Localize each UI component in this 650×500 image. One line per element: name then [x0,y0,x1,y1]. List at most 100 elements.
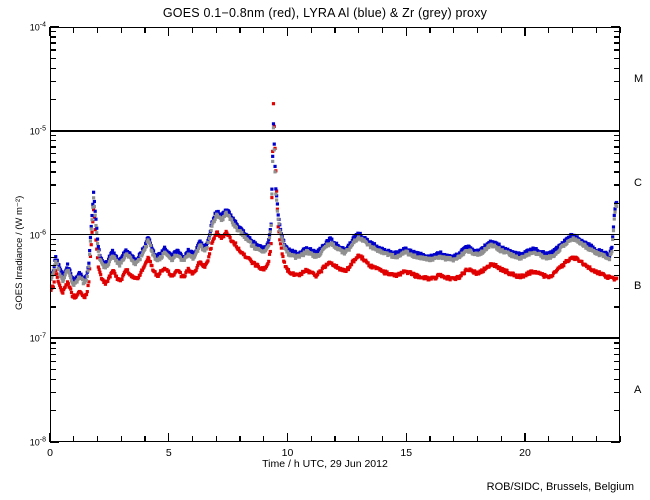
gridline [50,233,620,236]
y-minor-tick [50,238,56,240]
y-tick-label: 10-7 [29,332,46,344]
y-minor-tick [50,256,56,259]
x-minor-tick [381,436,384,442]
y-minor-tick [50,80,56,82]
x-minor-tick-top [239,27,241,33]
y-minor-tick-right [614,342,620,344]
y-tick-label: 10-4 [29,21,46,33]
y-minor-tick-right [614,275,620,277]
x-minor-tick [429,436,431,442]
y-minor-tick-right [614,378,620,381]
y-minor-tick [50,353,56,355]
x-minor-tick [358,436,360,442]
y-minor-tick [50,347,56,349]
y-minor-tick-right [614,140,620,142]
x-tick-label: 20 [519,447,531,459]
x-minor-tick-top [96,27,99,33]
x-major-tick-top [405,27,407,36]
x-minor-tick-top [358,27,360,33]
x-tick-label: 5 [165,447,172,459]
x-minor-tick [619,436,621,442]
y-minor-tick [50,368,56,371]
x-minor-tick [120,436,122,442]
x-major-tick-top [524,27,526,36]
y-minor-tick [50,288,56,290]
y-minor-tick [50,42,56,44]
y-minor-tick-right [614,184,620,186]
y-minor-tick-right [614,265,620,267]
x-minor-tick [595,436,597,442]
y-major-tick [50,130,59,132]
y-minor-tick [50,275,56,277]
x-tick-label: 0 [47,447,53,459]
y-major-tick-right [611,26,620,28]
x-minor-tick-top [500,27,502,33]
y-minor-tick-right [614,36,620,38]
y-minor-tick-right [614,57,620,59]
x-minor-tick [571,436,574,442]
x-major-tick-top [49,27,51,36]
x-minor-tick-top [144,27,146,33]
y-tick-label: 10-6 [29,229,46,240]
x-minor-tick-top [595,27,597,33]
y-minor-tick-right [614,202,620,204]
y-tick-label: 10-5 [29,125,46,137]
y-minor-tick-right [614,153,620,155]
x-minor-tick-top [619,27,621,33]
x-minor-tick [476,436,479,442]
x-minor-tick-top [334,27,336,33]
y-minor-tick-right [614,410,620,412]
chart-title: GOES 0.1−0.8nm (red), LYRA Al (blue) & Z… [162,6,488,20]
data-points-layer [51,102,619,300]
y-minor-tick-right [614,134,620,137]
y-minor-tick-right [614,256,620,259]
x-minor-tick-top [381,27,384,33]
x-minor-tick-top [548,27,550,33]
y-minor-tick-right [614,306,620,308]
y-minor-tick [50,36,56,38]
x-minor-tick-top [453,27,455,33]
x-minor-tick [215,436,217,442]
series-lyra-al-blue [51,122,619,283]
y-minor-tick [50,306,56,308]
x-minor-tick [144,436,146,442]
x-minor-tick [500,436,502,442]
y-minor-tick-right [614,243,620,246]
y-major-tick-right [611,337,620,339]
y-minor-tick-right [614,171,620,173]
y-minor-tick-right [614,238,620,240]
x-minor-tick [239,436,241,442]
credit-text: ROB/SIDC, Brussels, Belgium [486,481,634,493]
y-minor-tick [50,171,56,173]
gridline [50,129,620,132]
x-major-tick [168,433,170,442]
y-minor-tick [50,161,56,163]
x-minor-tick-top [429,27,431,33]
y-minor-tick [50,342,56,344]
y-minor-tick [50,249,56,252]
x-tick-label: 10 [281,447,294,459]
x-major-tick-top [286,27,289,36]
x-minor-tick [263,436,265,442]
y-minor-tick [50,57,56,59]
y-minor-tick-right [614,368,620,371]
y-major-tick [50,441,59,443]
y-minor-tick [50,140,56,142]
x-major-tick-top [168,27,170,36]
y-minor-tick [50,153,56,155]
y-minor-tick [50,184,56,186]
y-minor-tick [50,391,56,394]
flare-class-label-b: B [634,280,642,293]
flare-class-label-a: A [634,384,642,397]
y-tick-label: 10-8 [29,436,46,448]
y-minor-tick-right [614,288,620,290]
y-minor-tick-right [614,161,620,163]
flare-class-label-c: C [634,176,642,189]
y-minor-tick-right [614,347,620,349]
y-minor-tick-right [614,98,620,101]
y-minor-tick [50,134,56,137]
y-major-tick [50,26,59,28]
x-major-tick [286,433,289,442]
x-minor-tick [334,436,336,442]
